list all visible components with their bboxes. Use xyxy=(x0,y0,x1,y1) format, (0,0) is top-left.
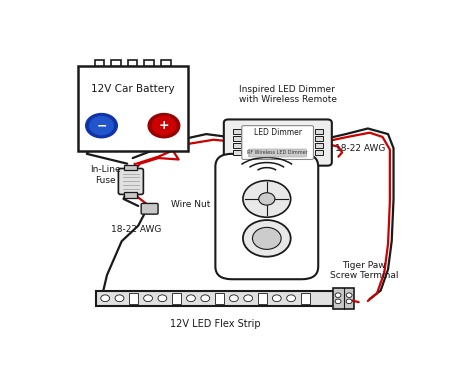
Text: Inspired LED Dimmer
with Wireless Remote: Inspired LED Dimmer with Wireless Remote xyxy=(239,85,337,104)
FancyBboxPatch shape xyxy=(315,129,323,134)
FancyBboxPatch shape xyxy=(315,150,323,155)
FancyBboxPatch shape xyxy=(111,60,121,67)
Text: −: − xyxy=(96,119,107,132)
FancyBboxPatch shape xyxy=(128,60,137,67)
FancyBboxPatch shape xyxy=(124,193,137,198)
FancyBboxPatch shape xyxy=(224,119,332,166)
FancyBboxPatch shape xyxy=(301,293,310,304)
Circle shape xyxy=(346,293,352,298)
FancyBboxPatch shape xyxy=(233,136,241,141)
FancyBboxPatch shape xyxy=(95,60,104,67)
FancyBboxPatch shape xyxy=(78,67,188,151)
Circle shape xyxy=(273,295,281,302)
Circle shape xyxy=(335,293,341,298)
Circle shape xyxy=(229,295,238,302)
Circle shape xyxy=(90,117,113,135)
FancyBboxPatch shape xyxy=(258,293,267,304)
FancyBboxPatch shape xyxy=(315,136,323,141)
Circle shape xyxy=(144,295,153,302)
Circle shape xyxy=(259,193,275,205)
Circle shape xyxy=(243,180,291,217)
Text: +: + xyxy=(159,119,169,132)
Circle shape xyxy=(86,113,117,138)
Text: In-Line
Fuse: In-Line Fuse xyxy=(90,165,120,185)
Text: RF Wireless LED Dimmer: RF Wireless LED Dimmer xyxy=(247,150,308,156)
Circle shape xyxy=(335,299,341,304)
Circle shape xyxy=(187,295,195,302)
Circle shape xyxy=(244,295,253,302)
FancyBboxPatch shape xyxy=(233,143,241,147)
Circle shape xyxy=(101,295,109,302)
Text: 18-22 AWG: 18-22 AWG xyxy=(335,144,386,153)
FancyBboxPatch shape xyxy=(248,149,307,157)
Circle shape xyxy=(201,295,210,302)
Circle shape xyxy=(158,295,167,302)
FancyBboxPatch shape xyxy=(118,168,143,194)
FancyBboxPatch shape xyxy=(172,293,181,304)
FancyBboxPatch shape xyxy=(333,288,354,309)
FancyBboxPatch shape xyxy=(215,154,318,279)
Circle shape xyxy=(287,295,295,302)
Circle shape xyxy=(152,117,176,135)
Circle shape xyxy=(243,220,291,257)
FancyBboxPatch shape xyxy=(145,60,154,67)
FancyBboxPatch shape xyxy=(233,129,241,134)
Text: Wire Nut: Wire Nut xyxy=(171,200,210,209)
FancyBboxPatch shape xyxy=(315,143,323,147)
FancyBboxPatch shape xyxy=(141,203,158,214)
FancyBboxPatch shape xyxy=(233,150,241,155)
Text: LED Dimmer: LED Dimmer xyxy=(254,128,301,137)
FancyBboxPatch shape xyxy=(129,293,138,304)
FancyBboxPatch shape xyxy=(215,293,224,304)
Text: 18-22 AWG: 18-22 AWG xyxy=(111,225,162,234)
Circle shape xyxy=(346,299,352,304)
FancyBboxPatch shape xyxy=(161,60,171,67)
FancyBboxPatch shape xyxy=(124,165,137,170)
Circle shape xyxy=(148,113,180,138)
Circle shape xyxy=(115,295,124,302)
Text: Tiger Paw
Screw Terminal: Tiger Paw Screw Terminal xyxy=(330,261,399,280)
FancyBboxPatch shape xyxy=(96,291,335,306)
Text: 12V Car Battery: 12V Car Battery xyxy=(91,84,174,94)
Circle shape xyxy=(253,227,281,249)
FancyBboxPatch shape xyxy=(242,126,313,160)
Text: 12V LED Flex Strip: 12V LED Flex Strip xyxy=(170,319,261,329)
